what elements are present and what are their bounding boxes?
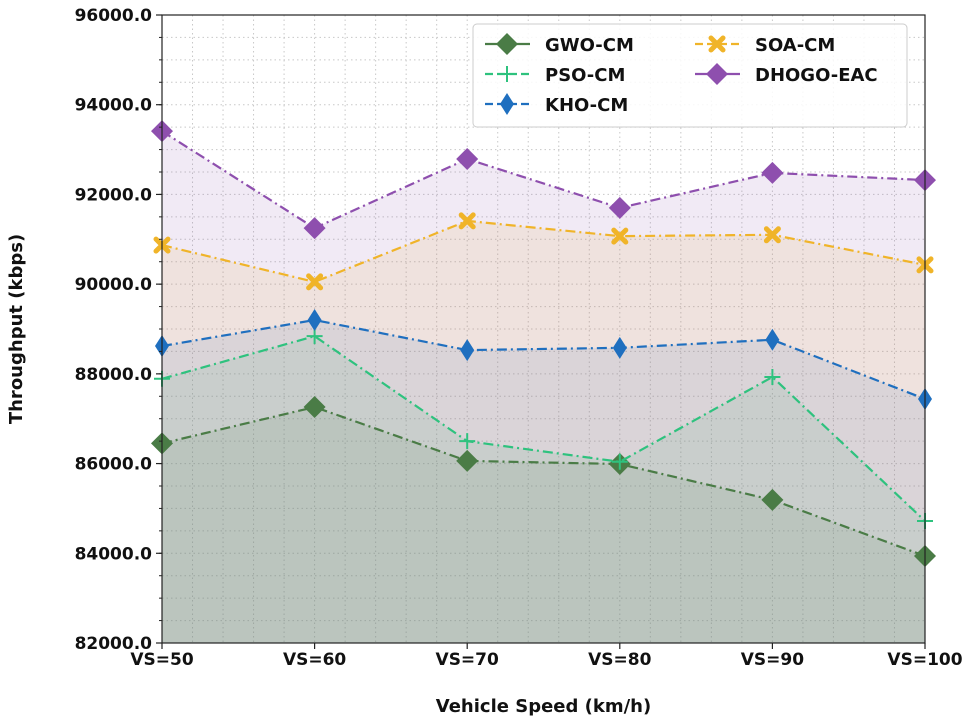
series-line <box>161 405 926 558</box>
legend-label: KHO-CM <box>545 95 628 116</box>
data-point <box>608 196 631 219</box>
y-tick-label: 96000.0 <box>75 6 153 26</box>
data-point <box>611 453 628 470</box>
y-tick-label: 94000.0 <box>75 96 153 116</box>
x-tick-label: VS=100 <box>887 650 962 670</box>
legend: GWO-CM PSO-CM KHO-CM SOA-CM DHOGO-EAC <box>472 23 908 128</box>
y-tick-label: 88000.0 <box>75 365 153 385</box>
data-point <box>764 368 781 385</box>
x-tick-label: VS=50 <box>130 650 193 670</box>
data-point <box>763 226 781 244</box>
data-point <box>611 227 629 245</box>
y-tick-label: 92000.0 <box>75 185 153 205</box>
y-tick-label: 86000.0 <box>75 455 153 475</box>
y-axis-label: Throughput (kbps) <box>6 234 27 424</box>
data-point <box>496 33 518 55</box>
series-kho-cm <box>155 309 932 410</box>
series-fill-kho-cm <box>162 320 925 643</box>
legend-item: GWO-CM <box>485 33 634 56</box>
y-tick-label: 84000.0 <box>75 544 153 564</box>
y-tick-label: 90000.0 <box>75 275 153 295</box>
y-tick-label: 82000.0 <box>75 634 153 654</box>
data-point <box>460 339 475 362</box>
legend-box <box>472 23 908 128</box>
series-line <box>161 334 926 522</box>
data-point <box>456 147 479 170</box>
data-point <box>612 336 627 359</box>
series-fill-dhogo-eac <box>162 131 925 643</box>
series-dhogo-eac <box>151 120 936 240</box>
data-point <box>458 212 476 230</box>
x-tick-label: VS=80 <box>588 650 651 670</box>
legend-item: PSO-CM <box>485 65 625 86</box>
x-tick-label: VS=90 <box>741 650 804 670</box>
legend-label: DHOGO-EAC <box>755 65 878 86</box>
series-line <box>161 130 926 230</box>
data-point <box>303 396 326 419</box>
data-point <box>708 35 726 53</box>
data-point <box>761 488 784 511</box>
x-axis-label: Vehicle Speed (km/h) <box>436 696 651 717</box>
data-point <box>303 217 326 240</box>
series-line <box>161 318 926 401</box>
data-point <box>765 328 780 351</box>
x-tick-label: VS=70 <box>436 650 499 670</box>
legend-item: DHOGO-EAC <box>695 63 878 86</box>
data-point <box>459 433 476 450</box>
data-point <box>499 66 515 82</box>
legend-label: SOA-CM <box>755 35 835 56</box>
legend-item: KHO-CM <box>485 93 628 116</box>
data-point <box>761 161 784 184</box>
legend-label: GWO-CM <box>545 35 634 56</box>
legend-item: SOA-CM <box>695 35 835 56</box>
series-fill-pso-cm <box>162 336 925 643</box>
data-point <box>307 309 322 332</box>
series-fill-soa-cm <box>162 220 925 643</box>
series-fill-gwo-cm <box>162 407 925 643</box>
data-point <box>706 63 728 85</box>
data-point <box>500 93 514 115</box>
data-point <box>306 273 324 291</box>
x-tick-label: VS=60 <box>283 650 346 670</box>
legend-label: PSO-CM <box>545 65 625 86</box>
data-point <box>456 449 479 472</box>
